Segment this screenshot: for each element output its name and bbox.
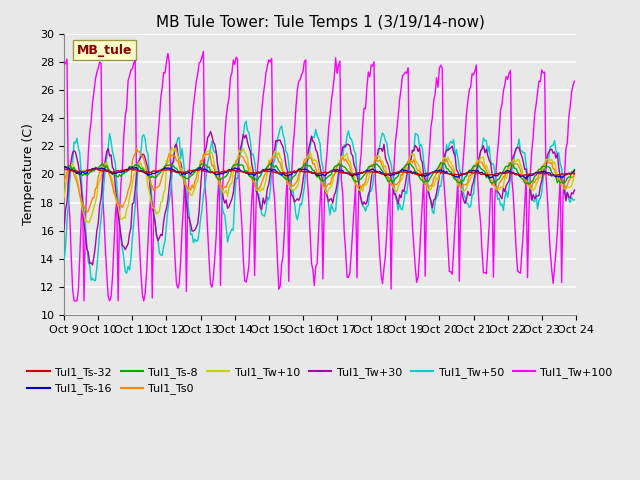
Text: MB_tule: MB_tule xyxy=(77,44,132,57)
Legend: Tul1_Ts-32, Tul1_Ts-16, Tul1_Ts-8, Tul1_Ts0, Tul1_Tw+10, Tul1_Tw+30, Tul1_Tw+50,: Tul1_Ts-32, Tul1_Ts-16, Tul1_Ts-8, Tul1_… xyxy=(23,363,617,399)
Y-axis label: Temperature (C): Temperature (C) xyxy=(22,123,35,226)
Title: MB Tule Tower: Tule Temps 1 (3/19/14-now): MB Tule Tower: Tule Temps 1 (3/19/14-now… xyxy=(156,15,484,30)
